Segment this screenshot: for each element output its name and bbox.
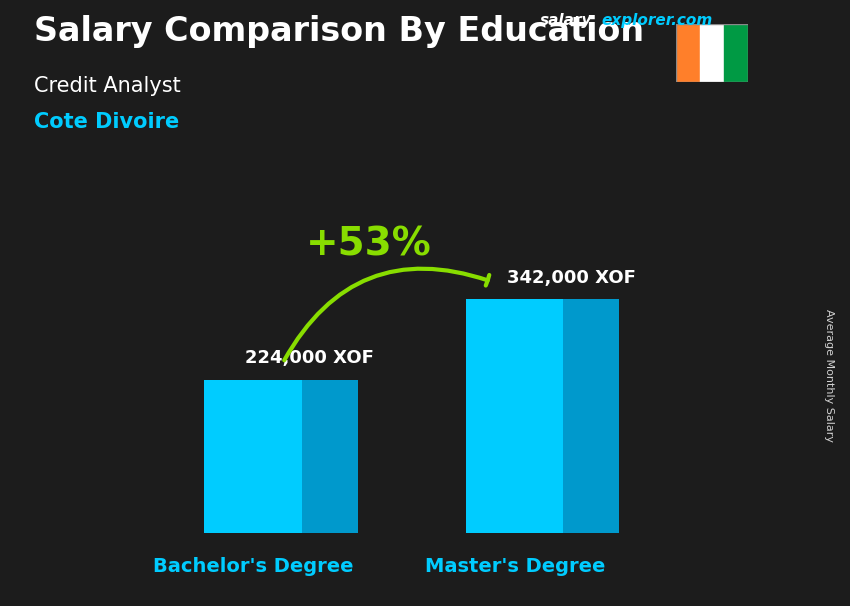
Text: Bachelor's Degree: Bachelor's Degree: [153, 557, 354, 576]
Bar: [676, 24, 700, 82]
Text: Credit Analyst: Credit Analyst: [34, 76, 181, 96]
Polygon shape: [204, 380, 302, 533]
Text: Salary Comparison By Education: Salary Comparison By Education: [34, 15, 644, 48]
Text: +53%: +53%: [306, 225, 432, 263]
Text: 342,000 XOF: 342,000 XOF: [507, 268, 636, 287]
Text: explorer.com: explorer.com: [602, 13, 713, 28]
Text: Average Monthly Salary: Average Monthly Salary: [824, 309, 834, 442]
Bar: [724, 24, 748, 82]
Text: Cote Divoire: Cote Divoire: [34, 112, 179, 132]
Polygon shape: [302, 380, 358, 533]
Polygon shape: [564, 299, 620, 533]
Text: Master's Degree: Master's Degree: [424, 557, 605, 576]
Text: salary: salary: [540, 13, 592, 28]
Polygon shape: [466, 299, 564, 533]
Bar: [700, 24, 724, 82]
Text: 224,000 XOF: 224,000 XOF: [246, 350, 374, 367]
